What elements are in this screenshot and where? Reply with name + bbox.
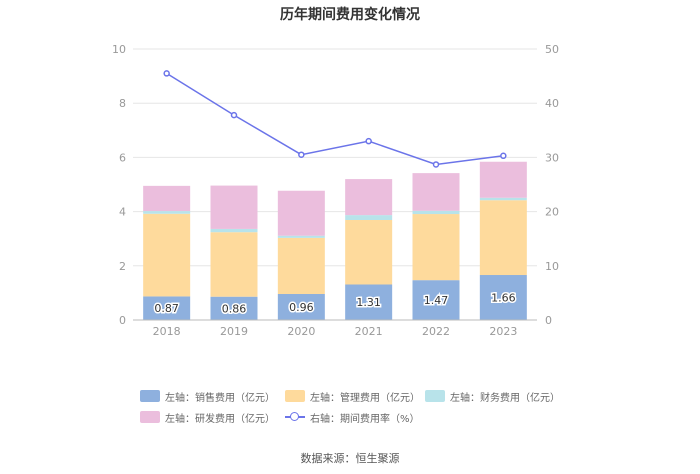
legend-item-sales[interactable]: 左轴：销售费用（亿元） (140, 388, 275, 404)
legend-swatch-admin (285, 390, 305, 402)
ratio-point (230, 111, 238, 119)
right-tick-label: 10 (545, 260, 559, 273)
ratio-point (432, 161, 440, 168)
legend-swatch-rnd (140, 411, 160, 423)
gridlines (133, 48, 537, 267)
data-source: 数据来源：恒生聚源 (300, 452, 400, 465)
bar-segment (143, 296, 191, 320)
bar-segment (412, 280, 460, 320)
bar-segment (210, 185, 258, 229)
data-label: 1.66 (491, 292, 516, 305)
legend-swatch-finance (425, 390, 445, 402)
x-tick-label: 2018 (153, 325, 181, 338)
x-tick-label: 2023 (489, 325, 517, 338)
bar-segment (210, 232, 258, 297)
legend-label-rnd: 左轴：研发费用（亿元） (165, 413, 275, 425)
bar-segment (345, 284, 393, 320)
bar-segment (277, 190, 325, 236)
bar-segment (345, 215, 393, 221)
ratio-point (365, 137, 372, 145)
right-tick-label: 40 (545, 97, 559, 110)
axes: 0 2 4 6 8 10 0 10 20 30 40 50 2018 2019 2020 2021 2022 20… (112, 43, 559, 338)
legend-swatch-sales (140, 390, 160, 402)
bar-segment (345, 179, 393, 216)
bar-segment (210, 296, 258, 320)
right-tick-label: 0 (545, 314, 552, 327)
x-tick-label: 2021 (355, 325, 383, 338)
bar-segment (210, 228, 258, 233)
bar-series: 0.87 0.86 0.96 1.31 1.47 1.66 (143, 161, 527, 320)
legend-label-finance: 左轴：财务费用（亿元） (450, 392, 560, 404)
bar-segment (412, 210, 460, 215)
legend-label-ratio: 右轴：期间费用率（%） (310, 413, 420, 425)
bar-segment (345, 220, 393, 285)
legend-item-admin[interactable]: 左轴：管理费用（亿元） (285, 388, 420, 404)
bar-segment (277, 235, 325, 238)
data-label: 0.87 (154, 302, 179, 315)
left-tick-label: 6 (119, 151, 126, 164)
right-tick-label: 50 (545, 43, 559, 56)
bar-segment (479, 161, 527, 198)
ratio-line (166, 72, 504, 166)
line-series (163, 70, 507, 168)
data-label: 1.47 (424, 294, 449, 307)
ratio-point (500, 152, 507, 160)
right-tick-label: 30 (545, 151, 559, 164)
right-tick-label: 20 (545, 206, 559, 219)
bar-segment (277, 293, 325, 320)
legend-item-rnd[interactable]: 左轴：研发费用（亿元） (140, 409, 275, 425)
legend-line-icon (285, 411, 305, 423)
bar-segment (143, 213, 191, 297)
left-tick-label: 2 (119, 260, 126, 273)
left-tick-label: 8 (119, 97, 126, 110)
bar-segment (277, 237, 325, 294)
left-tick-label: 4 (119, 206, 126, 219)
bar-segment (143, 185, 191, 212)
legend-label-admin: 左轴：管理费用（亿元） (310, 392, 420, 404)
x-tick-label: 2019 (220, 325, 248, 338)
data-label: 1.31 (356, 296, 381, 309)
x-tick-label: 2022 (422, 325, 450, 338)
bar-segment (412, 173, 460, 211)
legend-item-finance[interactable]: 左轴：财务费用（亿元） (425, 388, 560, 404)
bar-segment (479, 275, 527, 320)
ratio-point (163, 70, 170, 77)
legend-label-sales: 左轴：销售费用（亿元） (165, 392, 275, 404)
left-tick-label: 10 (112, 43, 126, 56)
left-tick-label: 0 (119, 314, 126, 327)
data-label: 0.96 (289, 301, 314, 314)
x-tick-label: 2020 (287, 325, 315, 338)
bar-segment (479, 197, 527, 201)
chart-title: 历年期间费用变化情况 (280, 7, 420, 23)
bar-segment (412, 214, 460, 281)
ratio-point (298, 151, 305, 158)
bar-segment (143, 211, 191, 214)
legend-item-ratio[interactable]: 右轴：期间费用率（%） (285, 409, 420, 425)
bar-segment (479, 200, 527, 276)
data-label: 0.86 (222, 302, 247, 315)
